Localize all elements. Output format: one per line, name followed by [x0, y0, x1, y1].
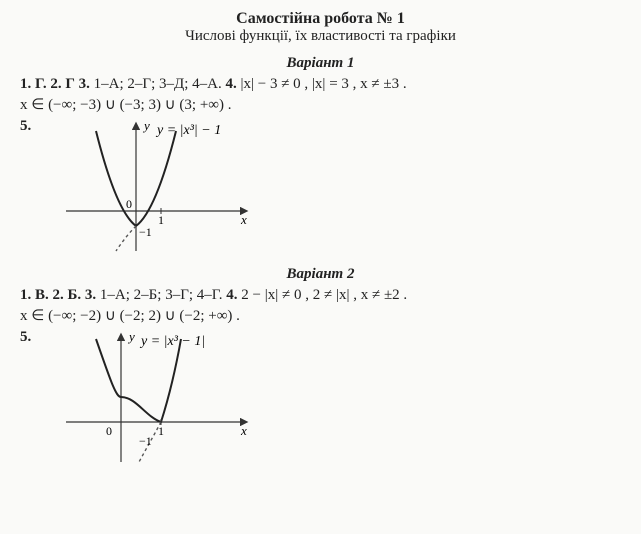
variant1-q5-label: 5.: [20, 118, 31, 135]
v1-origin: 0: [126, 197, 132, 211]
variant1-q5-row: 5. y x 0 1 −1 y = |x³| − 1: [20, 116, 621, 256]
variant2-line2: x ∈ (−∞; −2) ∪ (−2; 2) ∪ (−2; +∞) .: [20, 306, 621, 325]
v2-x-axis: x: [240, 423, 247, 438]
variant1-heading: Варіант 1: [20, 55, 621, 72]
variant1-line2: x ∈ (−∞; −3) ∪ (−3; 3) ∪ (3; +∞) .: [20, 95, 621, 114]
v1-tick-y: −1: [139, 225, 152, 239]
v2-origin: 0: [106, 424, 112, 438]
v1-q123: 1. Г. 2. Г 3.: [20, 76, 94, 92]
variant2-q5-row: 5. y x 0 1 −1 y = |x³ − 1|: [20, 327, 621, 467]
page-title: Самостійна робота № 1: [20, 10, 621, 28]
variant2-heading: Варіант 2: [20, 266, 621, 283]
variant1-line1: 1. Г. 2. Г 3. 1–А; 2–Г; 3–Д; 4–А. 4. |x|…: [20, 76, 621, 93]
v1-q4: 4.: [225, 76, 240, 92]
v1-fn-label: y = |x³| − 1: [155, 123, 221, 138]
v2-q4: 4.: [226, 287, 241, 303]
variant2-graph: y x 0 1 −1 y = |x³ − 1|: [61, 327, 261, 467]
v2-tick-y: −1: [139, 434, 152, 448]
v1-q4-math: |x| − 3 ≠ 0 , |x| = 3 , x ≠ ±3 .: [240, 76, 406, 92]
v2-q123: 1. В. 2. Б. 3.: [20, 287, 100, 303]
v2-tick-x: 1: [158, 424, 164, 438]
v2-q3-ans: 1–А; 2–Б; 3–Г; 4–Г.: [100, 287, 226, 303]
v2-y-axis: y: [127, 329, 135, 344]
page-subtitle: Числові функції, їх властивості та графі…: [20, 28, 621, 45]
v1-x-axis: x: [240, 212, 247, 227]
v1-q3-ans: 1–А; 2–Г; 3–Д; 4–А.: [94, 76, 226, 92]
v2-fn-label: y = |x³ − 1|: [139, 334, 205, 349]
variant2-line1: 1. В. 2. Б. 3. 1–А; 2–Б; 3–Г; 4–Г. 4. 2 …: [20, 287, 621, 304]
variant2-q5-label: 5.: [20, 329, 31, 346]
v1-tick-x: 1: [158, 213, 164, 227]
variant1-graph: y x 0 1 −1 y = |x³| − 1: [61, 116, 261, 256]
v1-y-axis: y: [142, 118, 150, 133]
v2-q4-math: 2 − |x| ≠ 0 , 2 ≠ |x| , x ≠ ±2 .: [241, 287, 407, 303]
